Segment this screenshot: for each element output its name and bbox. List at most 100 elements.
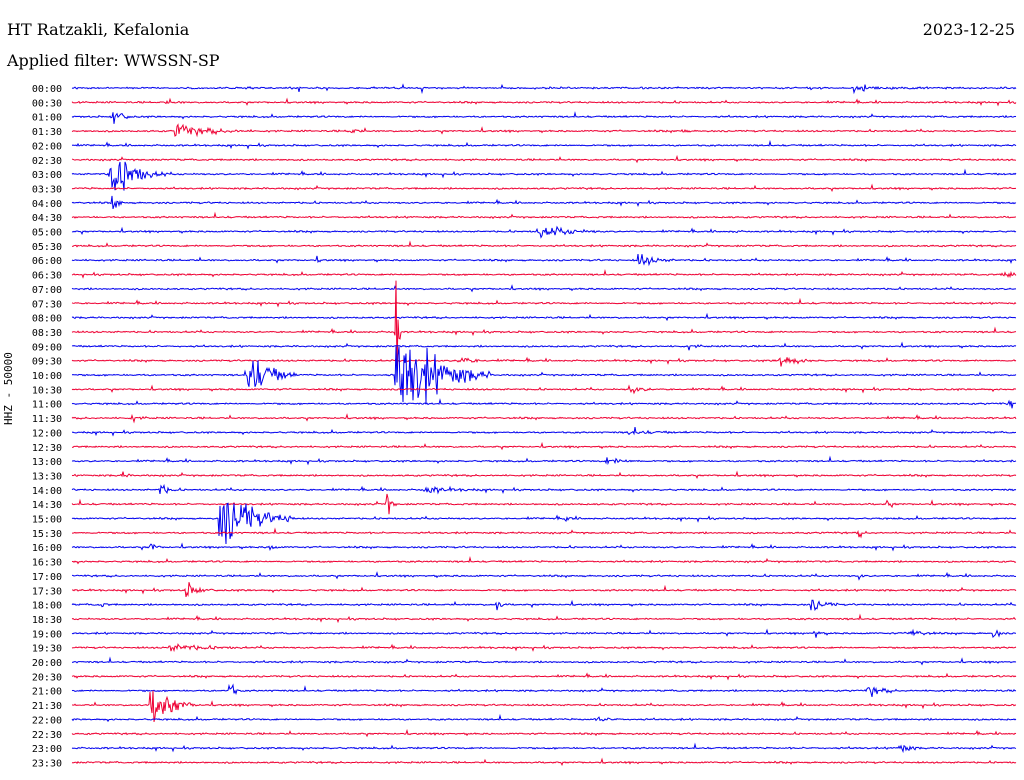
- row-label: 21:30: [32, 701, 62, 712]
- trace-row: [71, 139, 1017, 150]
- trace-row: [71, 493, 1017, 515]
- row-label: 18:30: [32, 615, 62, 626]
- trace-row: [71, 384, 1017, 395]
- trace-row: [71, 312, 1016, 322]
- row-label: 09:00: [32, 342, 62, 353]
- row-label: 18:00: [32, 601, 62, 612]
- trace-row: [71, 556, 1017, 565]
- trace-row: [71, 97, 1017, 107]
- row-label: 13:00: [32, 457, 62, 468]
- trace-row: [71, 742, 1017, 754]
- date-label: 2023-12-25: [922, 20, 1015, 39]
- row-label: 09:30: [32, 357, 62, 368]
- trace-row: [71, 356, 1017, 367]
- row-label: 06:00: [32, 256, 62, 267]
- trace-row: [71, 643, 1017, 653]
- row-label: 01:00: [32, 113, 62, 124]
- trace-row: [71, 483, 1017, 495]
- row-label: 03:30: [32, 184, 62, 195]
- trace-row: [71, 154, 1017, 164]
- trace-row: [71, 161, 1017, 191]
- row-label: 08:00: [32, 314, 62, 325]
- trace-row: [71, 398, 1016, 409]
- row-label: 04:30: [32, 213, 62, 224]
- trace-row: [71, 542, 1017, 552]
- row-label: 08:30: [32, 328, 62, 339]
- trace-row: [71, 656, 1017, 666]
- row-label: 12:30: [32, 443, 62, 454]
- row-label: 02:30: [32, 156, 62, 167]
- trace-row: [71, 613, 1017, 624]
- trace-row: [72, 527, 1017, 539]
- row-label: 20:00: [32, 658, 62, 669]
- row-label: 15:00: [32, 515, 62, 526]
- trace-row: [71, 225, 1017, 239]
- row-label: 19:30: [32, 644, 62, 655]
- row-label: 00:00: [32, 84, 62, 95]
- row-label: 05:00: [32, 228, 62, 239]
- row-label: 11:00: [32, 400, 62, 411]
- row-label: 06:30: [32, 271, 62, 282]
- trace-row: [71, 123, 1016, 138]
- row-label: 10:30: [32, 385, 62, 396]
- trace-row: [72, 582, 1017, 598]
- row-label: 23:00: [32, 744, 62, 755]
- trace-row: [71, 254, 1017, 267]
- trace-row: [71, 83, 1017, 95]
- trace-row: [71, 183, 1017, 193]
- trace-row: [71, 269, 1017, 279]
- row-label: 16:00: [32, 543, 62, 554]
- trace-row: [71, 502, 1017, 545]
- trace-row: [71, 346, 1017, 404]
- row-label: 15:30: [32, 529, 62, 540]
- row-label: 07:30: [32, 299, 62, 310]
- row-label: 17:00: [32, 572, 62, 583]
- row-label: 03:00: [32, 170, 62, 181]
- row-label: 10:00: [32, 371, 62, 382]
- row-label: 07:00: [32, 285, 62, 296]
- row-label: 13:30: [32, 471, 62, 482]
- trace-row: [71, 599, 1017, 612]
- row-label: 02:00: [32, 141, 62, 152]
- trace-row: [72, 690, 1017, 722]
- trace-row: [71, 240, 1017, 248]
- row-label: 05:30: [32, 242, 62, 253]
- trace-row: [71, 455, 1017, 466]
- row-label: 01:30: [32, 127, 62, 138]
- trace-row: [71, 297, 1017, 308]
- row-label: 21:00: [32, 687, 62, 698]
- traces: [71, 83, 1017, 767]
- row-label: 12:00: [32, 428, 62, 439]
- trace-row: [71, 341, 1017, 351]
- trace-row: [71, 728, 1017, 738]
- row-label: 19:00: [32, 629, 62, 640]
- row-label: 16:30: [32, 558, 62, 569]
- row-label: 00:30: [32, 98, 62, 109]
- row-label: 17:30: [32, 586, 62, 597]
- trace-row: [71, 284, 1017, 293]
- row-label: 11:30: [32, 414, 62, 425]
- trace-row: [71, 683, 1017, 698]
- row-label: 22:00: [32, 715, 62, 726]
- row-label: 22:30: [32, 730, 62, 741]
- trace-row: [71, 211, 1016, 220]
- trace-row: [71, 470, 1017, 480]
- trace-row: [71, 427, 1017, 437]
- trace-row: [71, 195, 1017, 210]
- station-title: HT Ratzakli, Kefalonia: [7, 20, 190, 39]
- trace-row: [71, 672, 1017, 681]
- trace-row: [71, 628, 1016, 638]
- filter-label: Applied filter: WWSSN-SP: [7, 51, 220, 70]
- row-label: 20:30: [32, 672, 62, 683]
- row-labels: 00:00 00:30 01:00 01:30 02:00 02:30 03:00 03:30…: [32, 84, 62, 769]
- trace-row: [72, 571, 1017, 581]
- row-label: 23:30: [32, 758, 62, 769]
- trace-row: [71, 713, 1017, 723]
- row-label: 04:00: [32, 199, 62, 210]
- trace-row: [71, 757, 1017, 767]
- trace-row: [71, 413, 1017, 424]
- trace-row: [71, 111, 1017, 124]
- trace-row: [71, 441, 1017, 451]
- row-label: 14:30: [32, 500, 62, 511]
